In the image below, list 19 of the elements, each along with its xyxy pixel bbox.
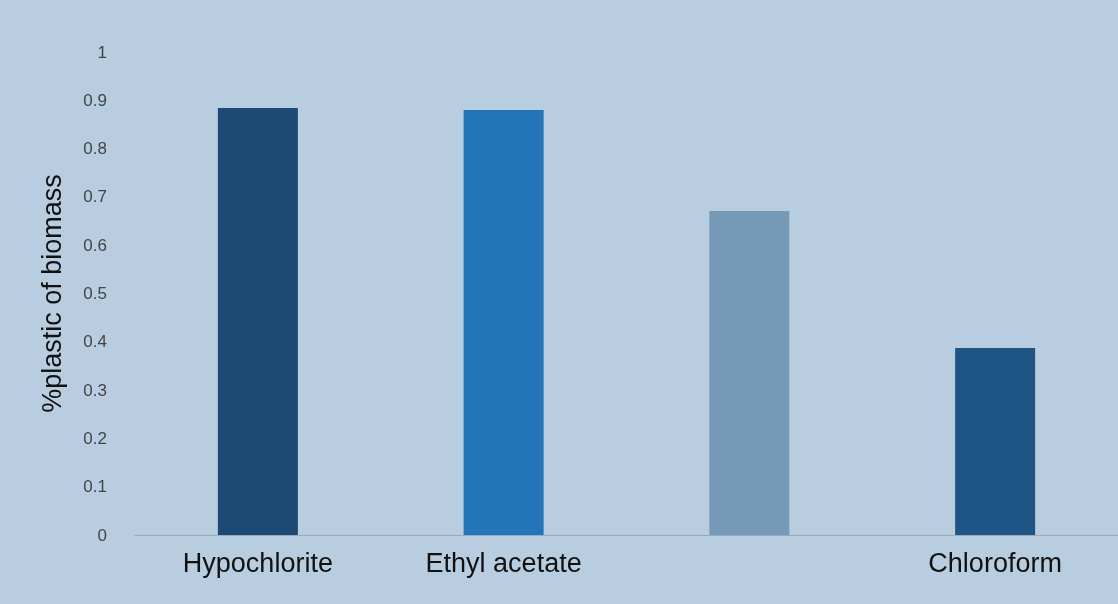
x-tick-label: Hypochlorite — [182, 547, 333, 578]
y-tick-label: 0.7 — [83, 187, 107, 207]
y-tick-label: 1 — [97, 42, 107, 62]
y-tick-label: 0.4 — [83, 332, 107, 352]
y-tick-label: 0.8 — [83, 139, 107, 159]
y-tick-label: 0 — [97, 525, 107, 545]
y-axis-title: %plastic of biomass — [36, 174, 67, 413]
x-tick-label: Ethyl acetate — [425, 547, 582, 578]
y-tick-label: 0.3 — [83, 380, 107, 400]
x-tick-label: Chloroform — [928, 547, 1062, 578]
bar — [709, 210, 790, 535]
y-tick-label: 0.1 — [83, 477, 107, 497]
bar — [955, 348, 1036, 535]
y-tick-label: 0.9 — [83, 90, 107, 110]
bar — [463, 109, 544, 535]
y-tick-label: 0.2 — [83, 428, 107, 448]
bar — [217, 108, 298, 535]
y-tick-label: 0.6 — [83, 235, 107, 255]
y-tick-label: 0.5 — [83, 284, 107, 303]
